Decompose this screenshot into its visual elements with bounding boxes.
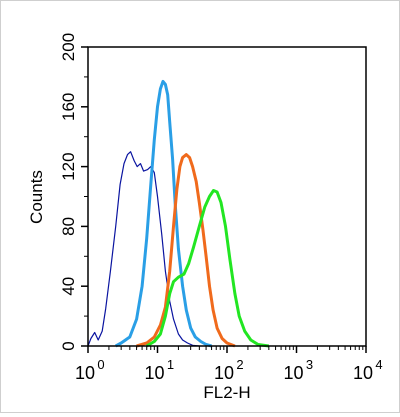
x-tick-label: 10 3 bbox=[283, 357, 313, 383]
y-axis-label: Counts bbox=[27, 170, 46, 224]
x-tick-base: 10 bbox=[214, 363, 234, 383]
y-tick-label: 0 bbox=[59, 341, 78, 350]
x-tick-exponent: 1 bbox=[167, 357, 174, 372]
histogram-curve-1 bbox=[87, 151, 200, 347]
y-tick-label: 120 bbox=[59, 152, 78, 180]
y-tick-label: 200 bbox=[59, 33, 78, 61]
y-tick-label: 160 bbox=[59, 93, 78, 121]
histogram-curve-2 bbox=[114, 79, 212, 348]
x-tick-label: 10 0 bbox=[75, 357, 105, 383]
x-tick-exponent: 2 bbox=[236, 357, 243, 372]
x-tick-label: 10 4 bbox=[353, 357, 383, 383]
x-tick-base: 10 bbox=[144, 363, 164, 383]
histogram-curves bbox=[87, 79, 270, 348]
x-tick-base: 10 bbox=[353, 363, 373, 383]
x-tick-exponent: 3 bbox=[306, 357, 313, 372]
x-axis-label: FL2-H bbox=[203, 383, 250, 402]
x-tick-base: 10 bbox=[283, 363, 303, 383]
x-axis: 10 0 10 1 10 2 10 3 10 4 bbox=[75, 346, 383, 383]
plot-frame bbox=[87, 46, 367, 347]
histogram-curve-4 bbox=[145, 189, 270, 348]
x-tick-label: 10 2 bbox=[214, 357, 244, 383]
x-tick-label: 10 1 bbox=[144, 357, 174, 383]
histogram-curve-3 bbox=[136, 153, 236, 348]
y-tick-label: 80 bbox=[59, 217, 78, 236]
y-axis: 0 40 80 120 160 200 bbox=[59, 33, 88, 351]
x-tick-exponent: 4 bbox=[375, 357, 382, 372]
x-tick-base: 10 bbox=[75, 363, 95, 383]
x-tick-exponent: 0 bbox=[97, 357, 104, 372]
y-tick-label: 40 bbox=[59, 277, 78, 296]
